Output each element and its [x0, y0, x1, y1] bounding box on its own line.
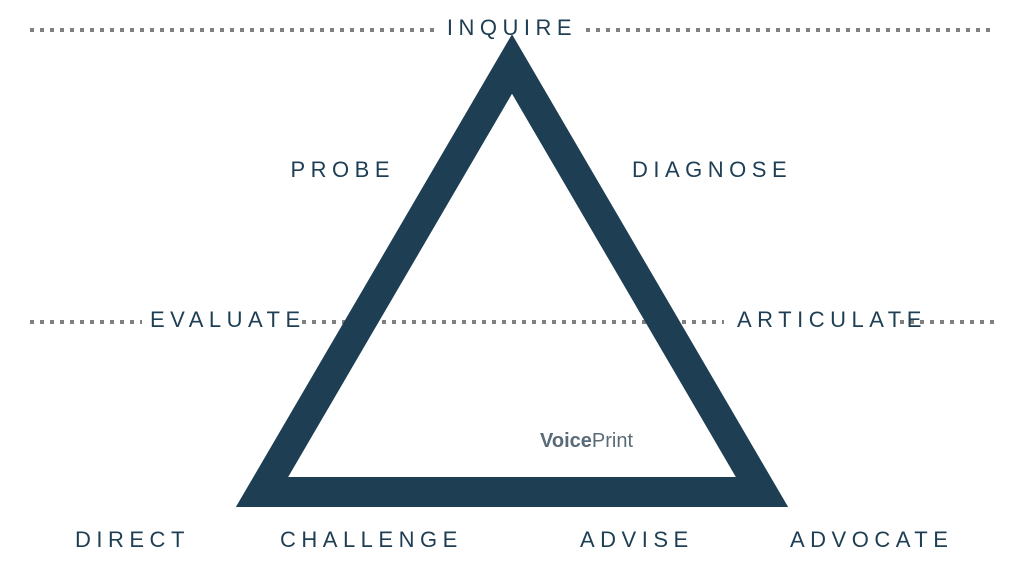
- logo-light-part: Print: [592, 430, 633, 452]
- label-probe: PROBE: [290, 157, 395, 183]
- label-advise: ADVISE: [580, 527, 694, 553]
- label-challenge: CHALLENGE: [280, 527, 463, 553]
- voiceprint-logo: VoicePrint: [540, 430, 633, 453]
- label-advocate: ADVOCATE: [790, 527, 953, 553]
- label-direct: DIRECT: [75, 527, 190, 553]
- label-diagnose: DIAGNOSE: [632, 157, 792, 183]
- logo-bold-part: Voice: [540, 430, 592, 452]
- label-inquire: INQUIRE: [447, 15, 577, 41]
- label-evaluate: EVALUATE: [150, 307, 306, 333]
- triangle-shape: [0, 0, 1024, 576]
- label-articulate: ARTICULATE: [737, 307, 927, 333]
